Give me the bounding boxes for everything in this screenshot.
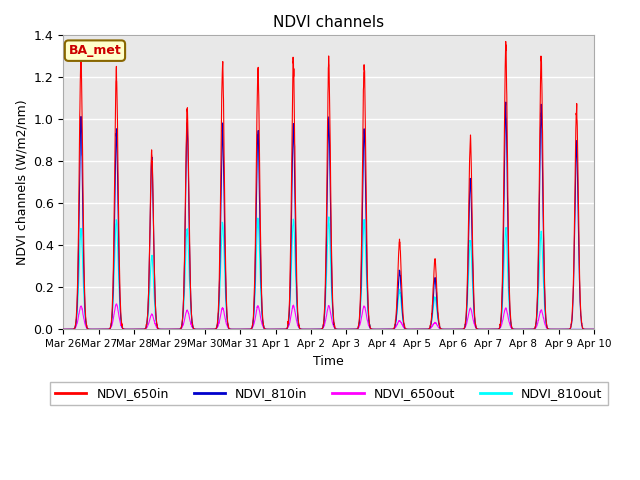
Line: NDVI_650out: NDVI_650out [63, 304, 595, 329]
Y-axis label: NDVI channels (W/m2/nm): NDVI channels (W/m2/nm) [15, 99, 28, 265]
NDVI_810out [263, 326, 271, 332]
NDVI_650in [413, 326, 421, 332]
Line: NDVI_810in: NDVI_810in [63, 102, 595, 329]
NDVI_650in [502, 38, 509, 44]
NDVI_810in [120, 326, 127, 332]
NDVI_650in [286, 284, 294, 289]
NDVI_810in [286, 293, 294, 299]
Legend: NDVI_650in, NDVI_810in, NDVI_650out, NDVI_810out: NDVI_650in, NDVI_810in, NDVI_650out, NDV… [50, 383, 607, 406]
NDVI_810in [523, 326, 531, 332]
NDVI_650out [113, 301, 120, 307]
NDVI_650out [263, 326, 271, 332]
NDVI_650in [152, 300, 159, 306]
NDVI_810out [152, 312, 159, 318]
NDVI_810out [591, 326, 598, 332]
NDVI_810in [152, 301, 159, 307]
NDVI_650out [120, 326, 128, 332]
NDVI_650in [263, 326, 271, 332]
NDVI_810out [120, 326, 127, 332]
Title: NDVI channels: NDVI channels [273, 15, 385, 30]
NDVI_650out [286, 318, 294, 324]
Line: NDVI_810out: NDVI_810out [63, 217, 595, 329]
NDVI_650out [591, 326, 598, 332]
Text: BA_met: BA_met [68, 44, 122, 57]
NDVI_810in [263, 326, 271, 332]
Line: NDVI_650in: NDVI_650in [63, 41, 595, 329]
NDVI_810in [502, 99, 509, 105]
NDVI_810out [523, 326, 531, 332]
NDVI_650in [580, 326, 588, 332]
NDVI_810in [591, 326, 598, 332]
NDVI_650in [60, 326, 67, 332]
NDVI_650in [120, 326, 127, 332]
NDVI_810out [60, 326, 67, 332]
NDVI_650in [591, 326, 598, 332]
NDVI_810in [60, 326, 67, 332]
NDVI_650out [523, 326, 531, 332]
NDVI_650out [580, 326, 588, 332]
NDVI_650in [523, 326, 531, 332]
NDVI_810out [325, 214, 333, 220]
NDVI_810in [580, 326, 588, 332]
NDVI_650out [152, 322, 159, 328]
NDVI_650out [60, 326, 67, 332]
X-axis label: Time: Time [314, 355, 344, 368]
NDVI_810out [580, 326, 588, 332]
NDVI_810in [413, 326, 421, 332]
NDVI_810out [286, 303, 294, 309]
